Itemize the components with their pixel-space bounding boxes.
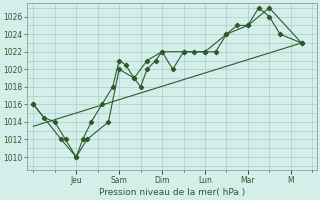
X-axis label: Pression niveau de la mer( hPa ): Pression niveau de la mer( hPa ) <box>99 188 245 197</box>
